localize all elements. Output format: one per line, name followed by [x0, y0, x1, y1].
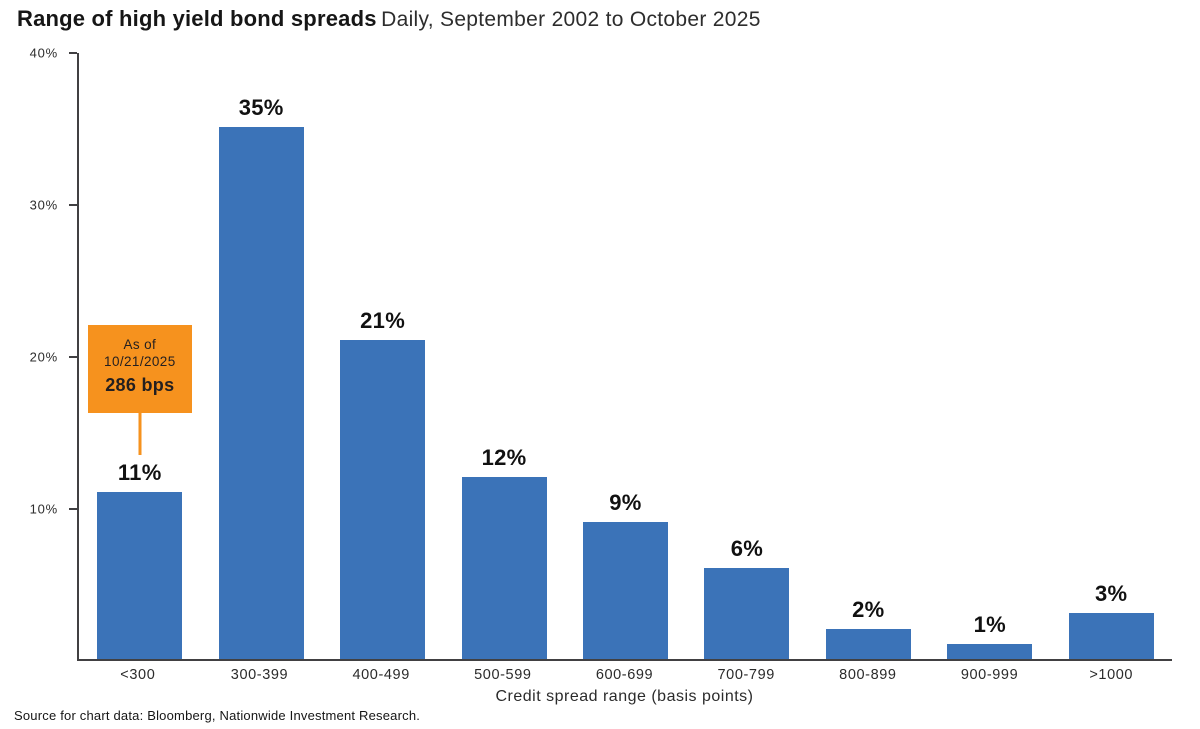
- x-tick-label: 900-999: [960, 667, 1019, 683]
- bar-600-699: [582, 522, 668, 659]
- chart-header: Range of high yield bond spreads Daily, …: [17, 6, 761, 32]
- bar-700-799: [704, 567, 790, 659]
- y-tick-label: 40%: [29, 45, 58, 61]
- x-axis-title: Credit spread range (basis points): [495, 688, 754, 705]
- x-tick-label: 700-799: [717, 667, 775, 683]
- bar-800-899: [825, 628, 911, 659]
- bar-900-999: [947, 643, 1033, 659]
- bar-column: 21%: [322, 53, 443, 659]
- bar-500-599: [461, 476, 547, 659]
- callout-asof-label: As of: [123, 336, 157, 352]
- callout-date: 10/21/2025: [104, 353, 176, 369]
- y-tick-mark: [69, 52, 77, 54]
- plot-area: As of 10/21/2025 286 bps 11% 35% 21% 12% 9% 6…: [77, 53, 1172, 661]
- x-tick-label: 400-499: [352, 667, 410, 683]
- bar-400-499: [340, 339, 426, 659]
- bar-value-label: 1%: [973, 611, 1006, 637]
- bar-column: 9%: [565, 53, 686, 659]
- bar-value-label: 2%: [852, 596, 885, 622]
- y-axis: 10% 20% 30% 40%: [0, 46, 77, 661]
- callout-value: 286 bps: [105, 374, 175, 395]
- bar-value-label: 3%: [1095, 581, 1128, 607]
- y-tick-mark: [69, 204, 77, 206]
- chart-subtitle: Daily, September 2002 to October 2025: [381, 8, 761, 31]
- bar-value-label: 11%: [117, 459, 162, 485]
- x-tick-label: 800-899: [839, 667, 897, 683]
- bar-gt1000: [1068, 613, 1154, 659]
- bar-column: 6%: [686, 53, 807, 659]
- y-tick-mark: [69, 356, 77, 358]
- y-tick-label: 10%: [29, 501, 58, 517]
- bar-column: 12%: [443, 53, 564, 659]
- bar-column: 11%: [79, 53, 200, 659]
- bar-value-label: 35%: [238, 95, 284, 120]
- callout-box: As of 10/21/2025 286 bps: [87, 324, 192, 413]
- x-tick-label: >1000: [1089, 667, 1134, 683]
- x-axis-labels: <300 300-399 400-499 500-599 600-699 700-799 8…: [77, 667, 1172, 683]
- bar-column: 35%: [200, 53, 321, 659]
- bar-300-399: [218, 127, 304, 659]
- bar-value-label: 9%: [609, 490, 642, 516]
- callout-connector-line: [138, 412, 142, 455]
- x-tick-label: 300-399: [230, 667, 289, 683]
- bar-value-label: 6%: [730, 535, 764, 561]
- y-tick-label: 20%: [29, 349, 58, 365]
- y-tick-label: 30%: [29, 197, 58, 213]
- y-tick-mark: [69, 508, 77, 510]
- x-tick-label: 500-599: [474, 667, 532, 683]
- bar-lt300: [97, 491, 183, 659]
- chart-title: Range of high yield bond spreads: [17, 6, 377, 31]
- bar-value-label: 21%: [360, 307, 406, 333]
- x-tick-label: 600-699: [595, 667, 654, 683]
- bar-column: 3%: [1051, 53, 1172, 659]
- bar-column: 1%: [929, 53, 1050, 659]
- bar-value-label: 12%: [481, 444, 527, 470]
- source-note: Source for chart data: Bloomberg, Nation…: [14, 708, 421, 723]
- bar-column: 2%: [808, 53, 929, 659]
- x-tick-label: <300: [120, 667, 156, 683]
